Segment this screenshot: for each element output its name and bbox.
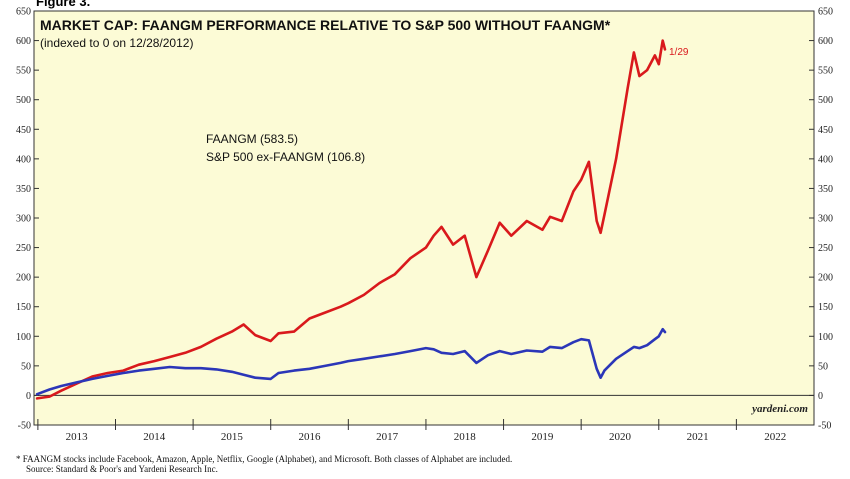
chart-subtitle: (indexed to 0 on 12/28/2012) [40,36,193,50]
x-tick-label: 2013 [66,431,89,443]
y-tick-label-left: 400 [16,154,31,165]
x-tick-label: 2021 [687,431,709,443]
y-tick-label-right: 50 [818,361,828,372]
y-tick-label-right: 500 [818,95,833,106]
x-tick-label: 2022 [764,431,786,443]
y-tick-label-right: 0 [818,391,823,402]
y-tick-label-left: 500 [16,95,31,106]
x-tick-label: 2018 [454,431,477,443]
x-tick-label: 2019 [531,431,554,443]
sp500-ex-faangm-line [35,327,667,396]
y-tick-label-right: 600 [818,36,833,47]
footnote-line-1: * FAANGM stocks include Facebook, Amazon… [16,454,513,464]
y-tick-label-left: 250 [16,243,31,254]
y-tick-label-right: 250 [818,243,833,254]
y-tick-label-left: 550 [16,66,31,77]
y-tick-label-right: 150 [818,302,833,313]
y-tick-label-left: 150 [16,302,31,313]
y-tick-label-left: 350 [16,184,31,195]
y-tick-label-right: 100 [818,332,833,343]
faangm-line [35,39,667,400]
y-axis-right: -50 0 50 100 150 200 250 300 350 400 450 500 550 600 6… [809,7,833,432]
y-tick-label-left: 300 [16,214,31,225]
x-tick-label: 2016 [299,431,322,443]
x-tick-label: 2017 [376,431,399,443]
y-tick-label-left: 600 [16,36,31,47]
y-tick-label-right: 200 [818,273,833,284]
y-tick-label-right: 350 [818,184,833,195]
x-tick-label: 2020 [609,431,632,443]
y-tick-label-left: 0 [26,391,31,402]
y-tick-label-left: -50 [18,421,31,432]
end-date-annotation: 1/29 [669,47,689,58]
footnote: * FAANGM stocks include Facebook, Amazon… [16,454,512,474]
chart: -500501001502002503003504004505005506006… [16,7,833,444]
legend-sp500-ex-faangm: S&P 500 ex-FAANGM (106.8) [206,150,365,164]
y-tick-label-right: -50 [818,421,831,432]
y-tick-label-right: 300 [818,214,833,225]
plot-area [33,10,815,426]
y-tick-label-right: 400 [818,154,833,165]
y-tick-label-left: 100 [16,332,31,343]
y-tick-label-left: 450 [16,125,31,136]
figure-label: Figure 3. [36,0,91,9]
series-layer [34,39,814,400]
y-axis-left: -50 0 50 100 150 200 250 300 350 400 450 500 550 600 6… [16,7,39,432]
x-tick-label: 2014 [143,431,166,443]
y-tick-label-right: 450 [818,125,833,136]
y-tick-label-left: 200 [16,273,31,284]
y-tick-label-right: 550 [818,66,833,77]
y-tick-label-right: 650 [818,7,833,18]
y-tick-label-left: 650 [16,7,31,18]
y-tick-label-left: 50 [21,361,31,372]
footnote-line-2: Source: Standard & Poor's and Yardeni Re… [26,464,218,474]
legend-faangm: FAANGM (583.5) [206,132,298,146]
x-tick-label: 2015 [221,431,244,443]
chart-title: MARKET CAP: FAANGM PERFORMANCE RELATIVE … [40,17,611,33]
source-brand: yardeni.com [750,403,808,415]
x-axis: 2013 2014 2015 2016 2017 2018 2019 2020 2021 2022 [37,419,786,443]
